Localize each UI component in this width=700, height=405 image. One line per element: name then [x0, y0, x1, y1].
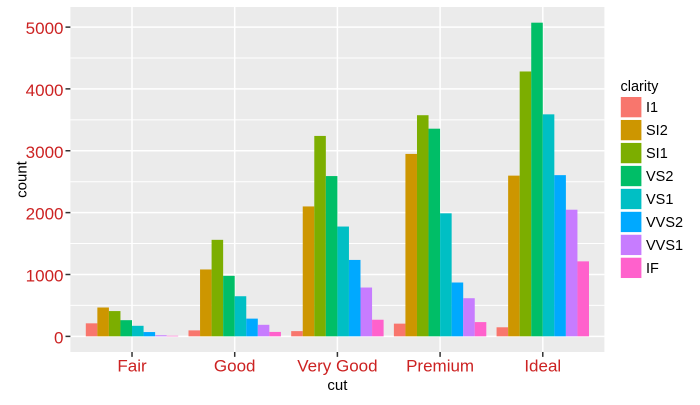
svg-text:Ideal: Ideal: [524, 357, 561, 376]
svg-text:4000: 4000: [26, 81, 64, 100]
svg-text:Premium: Premium: [406, 357, 474, 376]
svg-text:VVS2: VVS2: [646, 215, 683, 231]
svg-text:count: count: [14, 160, 31, 198]
svg-text:5000: 5000: [26, 19, 64, 38]
svg-text:Good: Good: [214, 357, 256, 376]
svg-text:Very Good: Very Good: [297, 357, 377, 376]
svg-text:Fair: Fair: [117, 357, 147, 376]
svg-text:1000: 1000: [26, 266, 64, 285]
svg-text:IF: IF: [646, 261, 659, 277]
svg-text:VVS1: VVS1: [646, 238, 683, 254]
svg-text:I1: I1: [646, 100, 658, 116]
svg-text:2000: 2000: [26, 205, 64, 224]
svg-text:VS2: VS2: [646, 169, 673, 185]
svg-text:SI2: SI2: [646, 123, 668, 139]
svg-text:VS1: VS1: [646, 192, 673, 208]
svg-text:0: 0: [54, 328, 63, 347]
svg-text:cut: cut: [327, 377, 348, 394]
svg-text:clarity: clarity: [621, 79, 660, 95]
svg-text:3000: 3000: [26, 143, 64, 162]
svg-text:SI1: SI1: [646, 146, 668, 162]
